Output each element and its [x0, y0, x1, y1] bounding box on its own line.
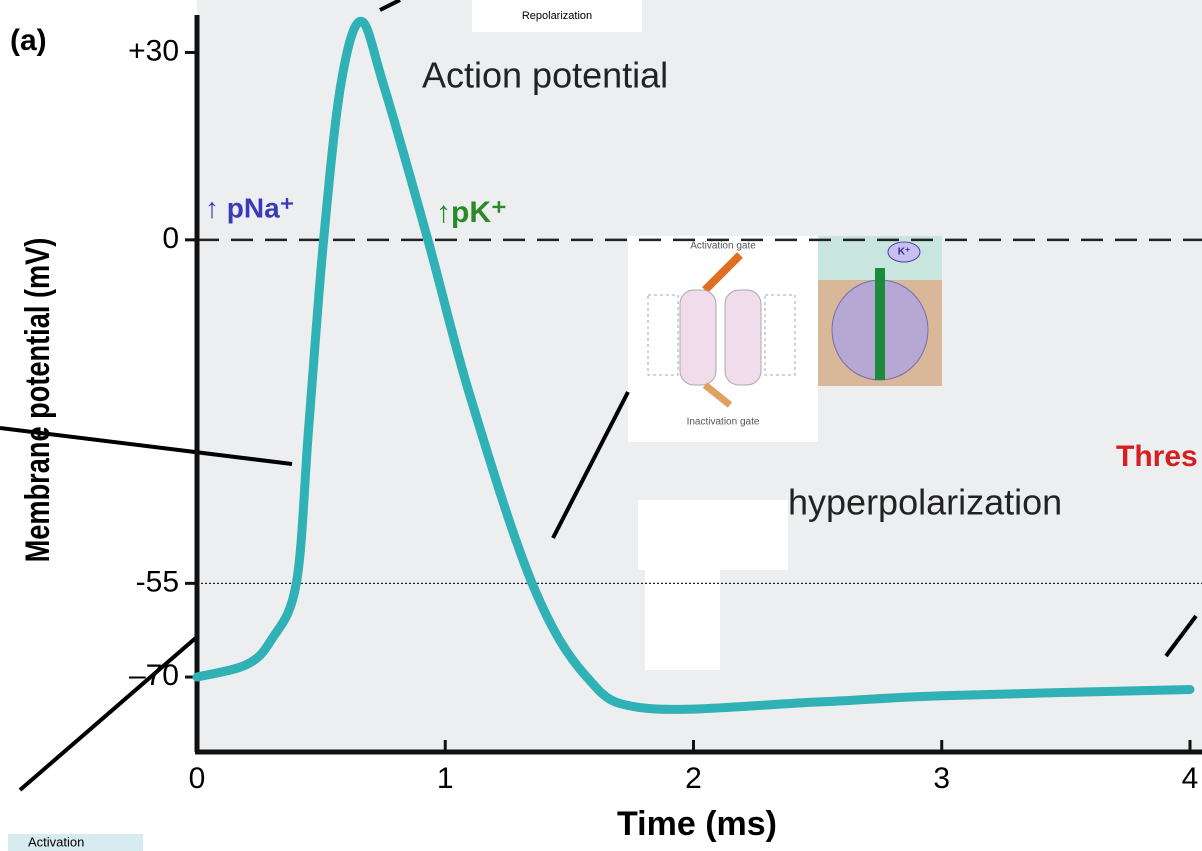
x-tick-label: 0 [189, 762, 206, 795]
inset-label: K⁺ [898, 247, 911, 258]
panel-label: (a) [10, 24, 47, 57]
inset-label: Activation gate [690, 241, 756, 252]
curve [192, 16, 1195, 714]
label-box [8, 834, 143, 851]
y-tick-label: +30 [128, 34, 179, 67]
arrow [0, 426, 293, 466]
arrow [551, 391, 630, 539]
annotation: Thres [1116, 440, 1198, 473]
label-box [472, 0, 642, 32]
membrane [647, 294, 679, 376]
gate [702, 382, 733, 408]
arrow [379, 0, 401, 12]
annotation: hyperpolarization [788, 482, 1062, 523]
annotation: Activation [28, 834, 84, 849]
x-tick-label: 2 [685, 762, 702, 795]
y-axis-label: Membrane potential (mV) [18, 238, 57, 563]
channel [679, 289, 717, 386]
annotation: ↑ pNa⁺ [205, 192, 294, 223]
x-axis-label: Time (ms) [617, 805, 777, 843]
blank-box [638, 500, 788, 570]
annotation: ↑pK⁺ [436, 196, 507, 229]
gate [702, 252, 743, 293]
ion [887, 241, 921, 263]
y-tick-label: -55 [136, 565, 179, 598]
arrow [18, 634, 200, 792]
y-tick-label: –70 [129, 659, 179, 692]
inset-label: Inactivation gate [687, 417, 760, 428]
x-tick-label: 3 [933, 762, 950, 795]
x-tick-label: 1 [437, 762, 454, 795]
arrow [1164, 614, 1198, 658]
annotation: Repolarization [522, 10, 592, 22]
membrane [764, 294, 796, 376]
y-tick-label: 0 [162, 222, 179, 255]
chart-title: Action potential [422, 55, 668, 96]
inset: Activation gate Inactivation gate K⁺ [628, 236, 942, 442]
blank-box [645, 565, 720, 670]
channel [724, 289, 762, 386]
x-tick-label: 4 [1182, 762, 1199, 795]
